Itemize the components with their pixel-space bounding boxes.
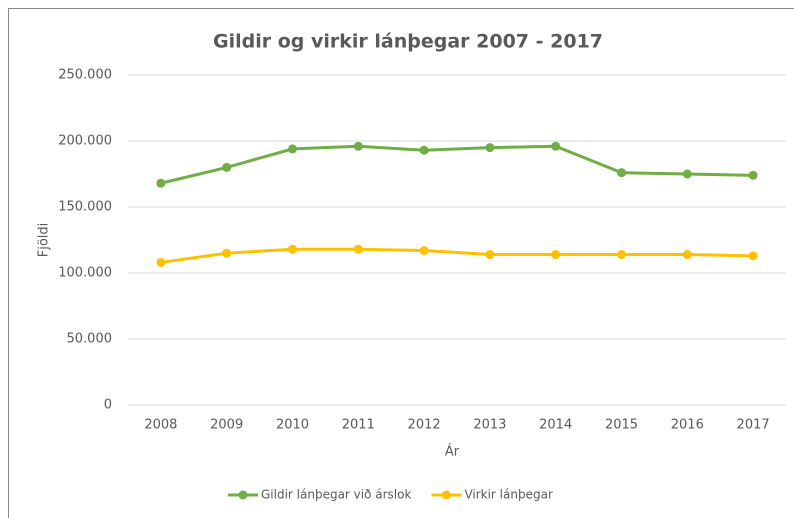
data-point: [551, 141, 561, 151]
chart-title: Gildir og virkir lánþegar 2007 - 2017: [213, 31, 603, 53]
y-tick-label: 250.000: [58, 68, 112, 83]
y-tick-label: 200.000: [58, 134, 112, 149]
legend-label: Gildir lánþegar við árslok: [261, 488, 411, 502]
x-tick-label: 2010: [276, 418, 309, 433]
data-point: [353, 244, 363, 254]
x-tick-label: 2011: [342, 418, 375, 433]
data-point: [748, 170, 758, 180]
legend-marker: [441, 490, 451, 500]
x-tick-label: 2013: [473, 418, 506, 433]
y-tick-label: 150.000: [58, 200, 112, 215]
data-point: [419, 246, 429, 256]
x-tick-label: 2009: [210, 418, 243, 433]
y-tick-label: 100.000: [58, 266, 112, 281]
data-point: [353, 141, 363, 151]
data-point: [222, 248, 232, 258]
data-point: [551, 250, 561, 260]
x-tick-label: 2012: [408, 418, 441, 433]
data-point: [156, 178, 166, 188]
data-point: [485, 250, 495, 260]
x-tick-label: 2014: [539, 418, 572, 433]
x-tick-label: 2017: [737, 418, 770, 433]
data-point: [682, 250, 692, 260]
y-tick-label: 0: [104, 398, 112, 413]
x-axis-label: Ár: [445, 444, 460, 460]
y-axis-label: Fjöldi: [37, 223, 52, 258]
data-point: [156, 257, 166, 267]
data-point: [682, 169, 692, 179]
data-point: [617, 168, 626, 178]
x-tick-label: 2008: [144, 418, 177, 433]
data-point: [485, 143, 495, 153]
y-tick-label: 50.000: [67, 332, 113, 347]
x-tick-label: 2015: [605, 418, 638, 433]
series-line: [160, 247, 754, 264]
series-line: [160, 144, 754, 185]
data-point: [419, 145, 429, 155]
legend-label: Virkir lánþegar: [464, 488, 553, 502]
chart-frame: [8, 8, 794, 518]
data-point: [288, 244, 297, 254]
x-tick-label: 2016: [671, 418, 704, 433]
data-point: [222, 162, 232, 172]
data-point: [748, 251, 758, 261]
legend-marker: [238, 490, 248, 500]
data-point: [288, 144, 297, 154]
data-point: [617, 250, 626, 260]
